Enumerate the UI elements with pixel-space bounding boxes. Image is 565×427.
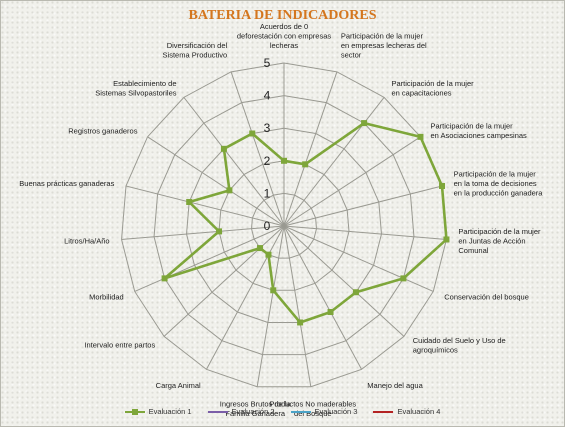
category-label-3: Participación de la mujer en Asociaciones… bbox=[431, 122, 528, 141]
category-label-1: Participación de la mujer en empresas lec… bbox=[341, 31, 427, 59]
spoke-12 bbox=[163, 225, 285, 337]
chart-title: BATERIA DE INDICADORES bbox=[188, 8, 377, 23]
category-label-4: Participación de la mujer en la toma de d… bbox=[454, 170, 544, 198]
data-point-s1-4 bbox=[439, 182, 446, 189]
data-point-s1-11 bbox=[265, 251, 272, 258]
category-label-15: Buenas prácticas ganaderas bbox=[19, 179, 114, 188]
category-label-7: Cuidado del Suelo y Uso de agroquímicos bbox=[413, 336, 506, 355]
series-layer bbox=[161, 120, 450, 326]
legend-label-1: Evaluación 1 bbox=[148, 407, 192, 416]
spoke-5 bbox=[283, 225, 447, 240]
spoke-2 bbox=[283, 97, 385, 227]
spoke-3 bbox=[283, 136, 421, 227]
data-point-s1-3 bbox=[417, 133, 424, 140]
category-label-12: Intervalo entre partos bbox=[84, 341, 155, 350]
spoke-6 bbox=[283, 225, 434, 292]
spoke-7 bbox=[283, 225, 405, 337]
spoke-11 bbox=[205, 225, 285, 370]
spoke-13 bbox=[134, 225, 285, 292]
spoke-16 bbox=[147, 136, 285, 227]
data-point-s1-6 bbox=[400, 275, 407, 282]
category-label-16: Registros ganaderos bbox=[68, 126, 137, 135]
data-point-s1-1 bbox=[302, 161, 309, 168]
category-label-5: Participación de la mujer en Juntas de Ac… bbox=[458, 227, 541, 255]
category-label-18: Diversificación del Sistema Productivo bbox=[163, 41, 228, 60]
category-label-17: Establecimiento de Sistemas Silvopastoril… bbox=[95, 79, 177, 98]
data-point-s1-16 bbox=[226, 187, 233, 194]
data-point-s1-7 bbox=[352, 289, 359, 296]
legend-item-2: Evaluación 2 bbox=[207, 407, 275, 416]
data-point-s1-17 bbox=[220, 145, 227, 152]
tick-label-0: 0 bbox=[264, 219, 271, 233]
category-label-14: Litros/Ha/Año bbox=[64, 236, 109, 245]
grid-ring-2 bbox=[218, 160, 350, 291]
category-label-9: Productos No maderables del Bosque bbox=[269, 400, 356, 419]
spoke-4 bbox=[283, 185, 443, 227]
grid-ring-4 bbox=[153, 95, 415, 356]
tick-label-1: 1 bbox=[264, 186, 271, 200]
data-point-s1-5 bbox=[443, 236, 450, 243]
spoke-18 bbox=[230, 71, 285, 227]
category-labels: Acuerdos de 0 deforestación con empresas l… bbox=[19, 22, 543, 418]
tick-label-5: 5 bbox=[264, 56, 271, 70]
data-point-s1-13 bbox=[161, 275, 168, 282]
legend-swatch-2 bbox=[207, 408, 228, 416]
tick-label-2: 2 bbox=[264, 154, 271, 168]
series-line-1 bbox=[163, 121, 448, 324]
legend-swatch-3 bbox=[290, 408, 311, 416]
category-label-8: Manejo del agua bbox=[367, 381, 423, 390]
radar-grid bbox=[121, 62, 447, 388]
category-label-2: Participación de la mujer en capacitacion… bbox=[391, 79, 474, 98]
spoke-14 bbox=[121, 225, 285, 240]
data-point-s1-9 bbox=[297, 319, 304, 326]
category-label-10: Ingresos Brutos de la Familia Ganadera bbox=[220, 400, 292, 419]
data-point-s1-14 bbox=[216, 228, 223, 235]
radial-axis-ticks: 0 1 2 3 4 5 bbox=[264, 56, 271, 233]
legend-label-3: Evaluación 3 bbox=[314, 407, 358, 416]
spoke-8 bbox=[283, 225, 363, 370]
spoke-9 bbox=[283, 225, 312, 387]
category-label-11: Carga Animal bbox=[156, 381, 201, 390]
data-point-s1-15 bbox=[186, 198, 193, 205]
data-point-s1-8 bbox=[327, 309, 334, 316]
grid-ring-1 bbox=[251, 192, 317, 259]
legend-item-3: Evaluación 3 bbox=[290, 407, 358, 416]
data-point-s1-10 bbox=[270, 287, 277, 294]
legend-item-1: Evaluación 1 bbox=[124, 407, 192, 416]
spoke-1 bbox=[283, 71, 338, 227]
data-point-s1-2 bbox=[361, 120, 368, 127]
legend-swatch-4 bbox=[373, 408, 394, 416]
legend-item-4: Evaluación 4 bbox=[373, 407, 440, 416]
legend-label-2: Evaluación 2 bbox=[231, 407, 275, 416]
data-point-s1-0 bbox=[281, 157, 287, 164]
legend-label-4: Evaluación 4 bbox=[397, 407, 441, 416]
grid-ring-3 bbox=[186, 127, 382, 323]
spoke-15 bbox=[125, 185, 285, 227]
tick-label-4: 4 bbox=[264, 89, 271, 103]
legend: Evaluación 1 Evaluación 2 Evaluación 3 Eval… bbox=[0, 407, 565, 416]
legend-swatch-1 bbox=[124, 408, 145, 416]
tick-label-3: 3 bbox=[264, 121, 271, 135]
data-point-s1-12 bbox=[257, 245, 264, 252]
spoke-17 bbox=[183, 97, 285, 227]
category-label-13: Morbilidad bbox=[89, 292, 124, 301]
data-point-s1-18 bbox=[249, 130, 256, 137]
category-label-6: Conservación del bosque bbox=[444, 292, 529, 301]
category-label-0: Acuerdos de 0 deforestación con empresas l… bbox=[237, 22, 331, 50]
spoke-10 bbox=[256, 225, 285, 387]
